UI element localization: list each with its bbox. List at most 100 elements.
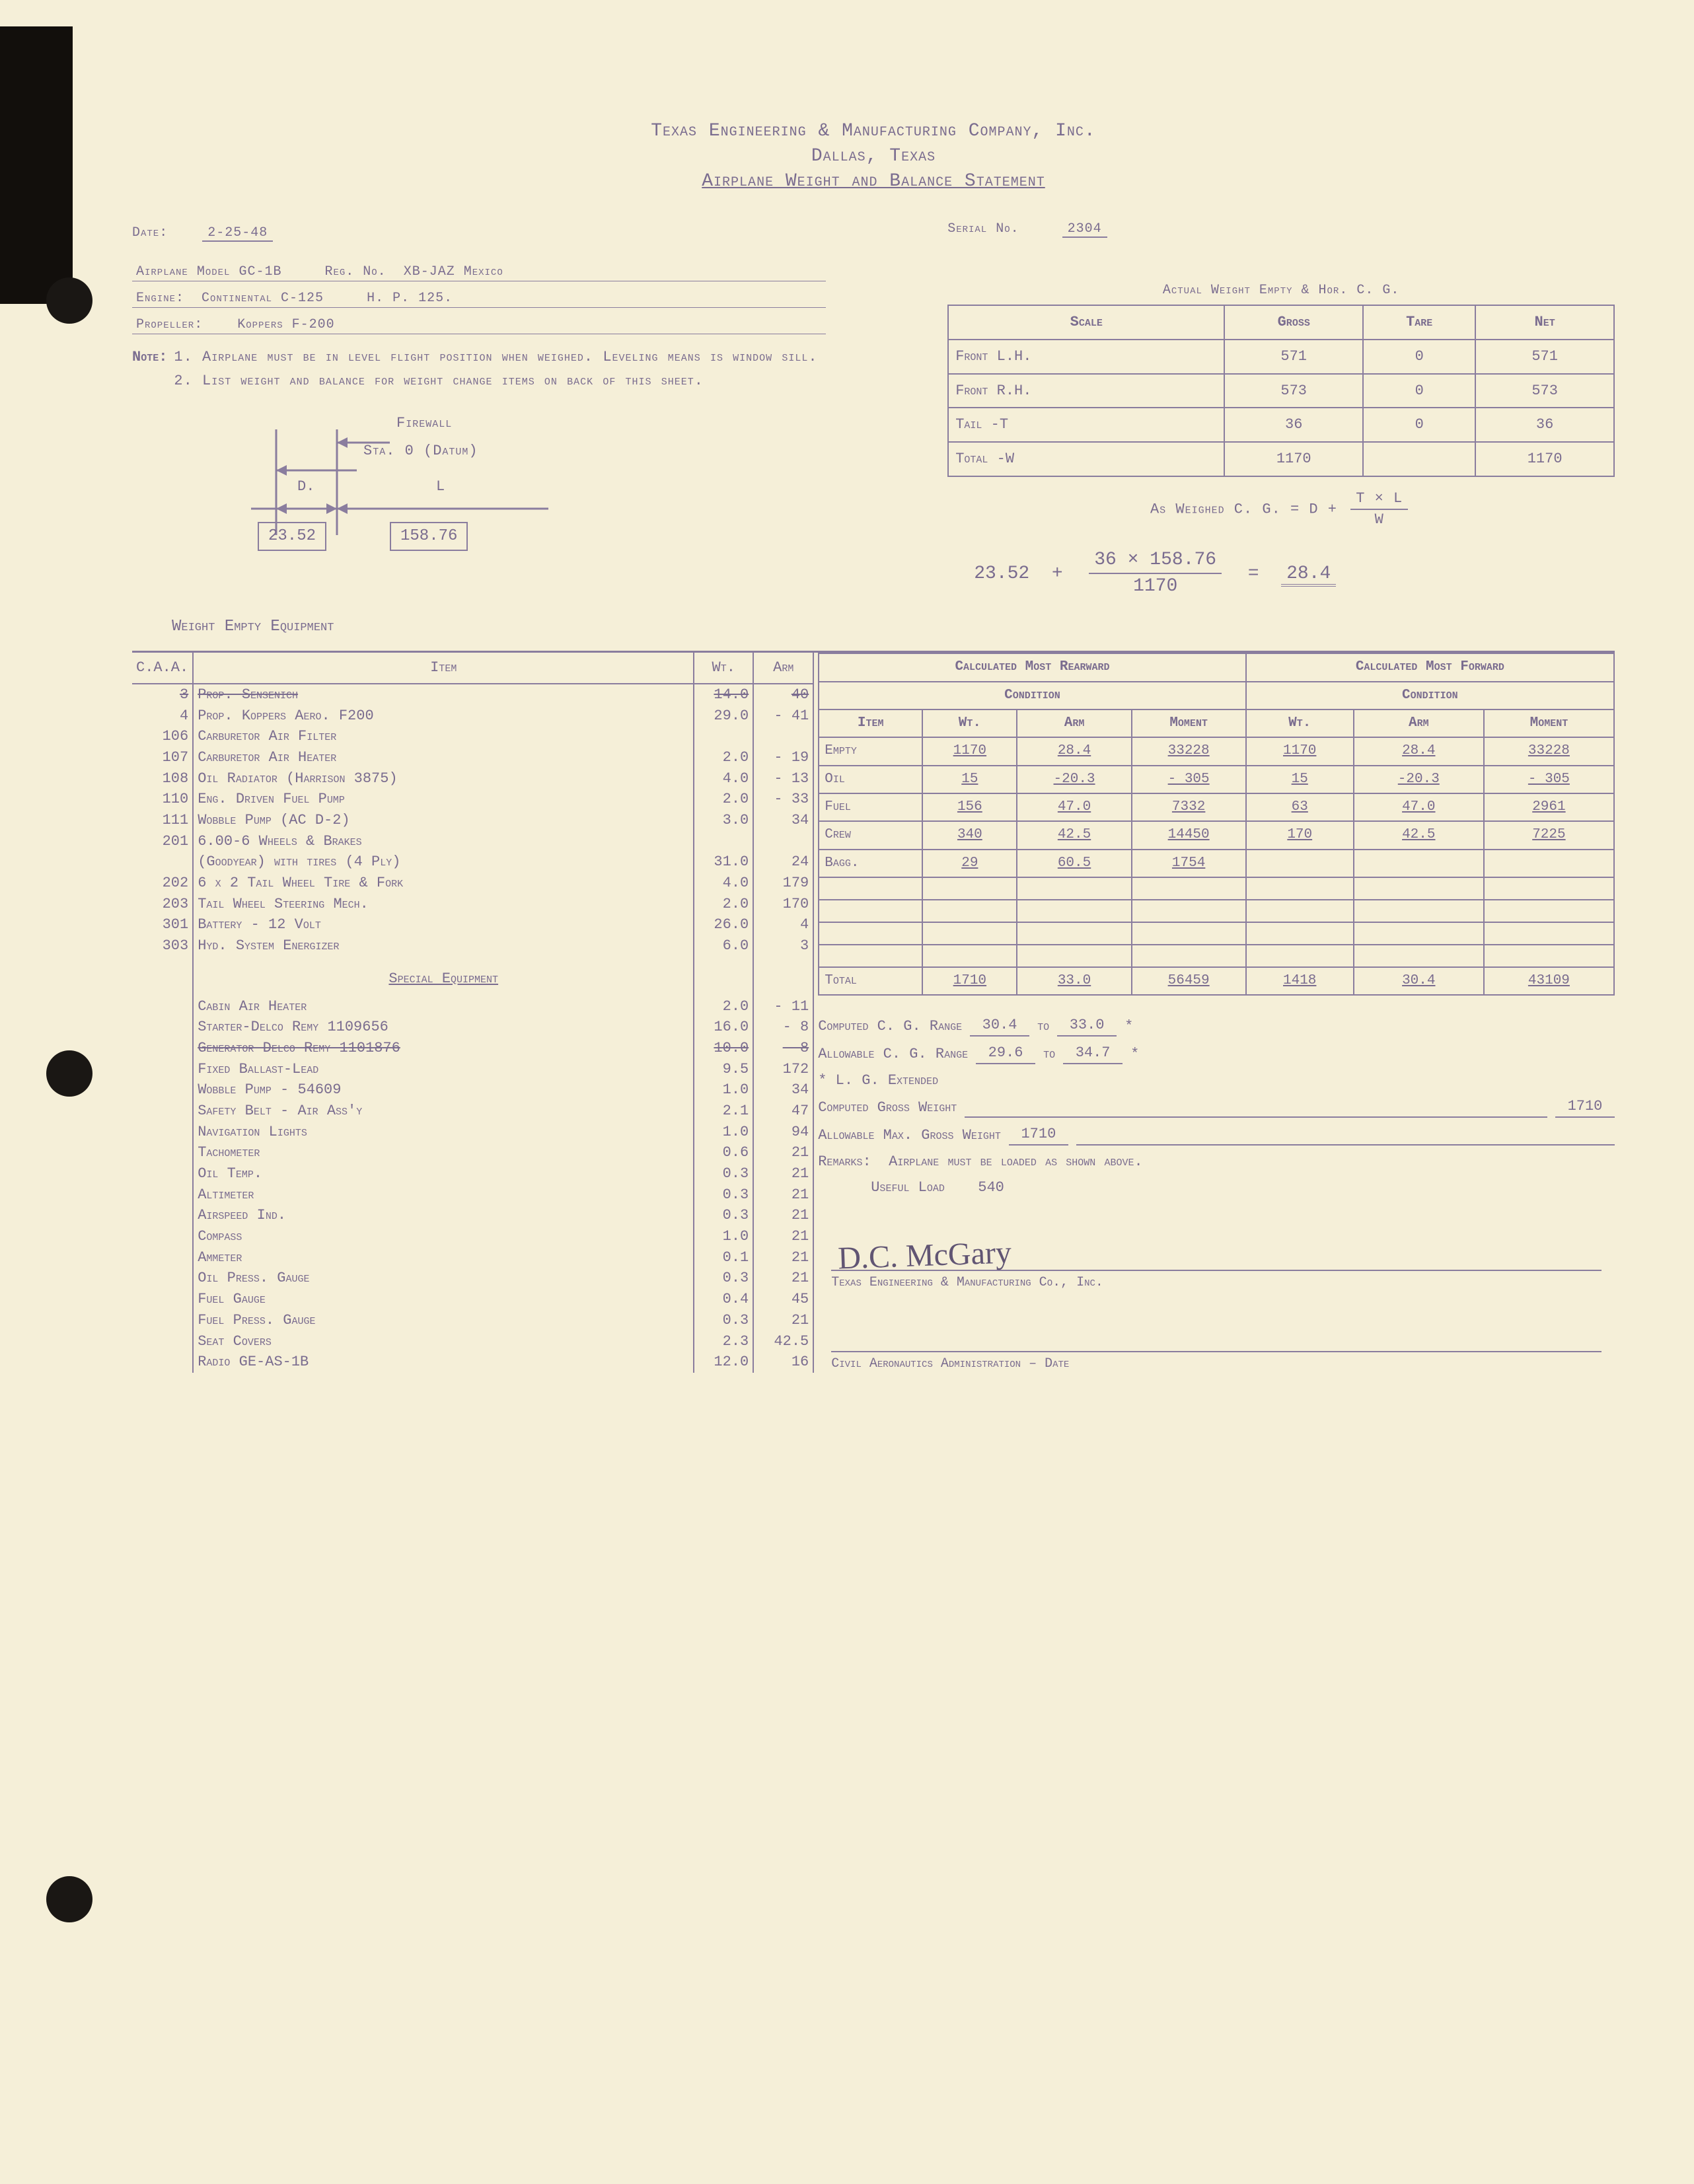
propeller-label: Propeller: [136, 317, 203, 332]
calc-rear-title: Calculated Most Rearward [819, 653, 1245, 681]
remarks-label: Remarks: [818, 1153, 871, 1170]
th-wt: Wt. [694, 653, 753, 684]
calc-num: 36 × 158.76 [1089, 548, 1222, 574]
lg-extended-note: * L. G. Extended [818, 1071, 938, 1091]
scan-edge [0, 26, 73, 304]
table-row: (Goodyear) with tires (4 Ply)31.024 [132, 852, 813, 873]
calculated-table: Calculated Most Rearward Calculated Most… [818, 653, 1615, 996]
model-label: Airplane Model [136, 264, 230, 279]
th-net: Net [1475, 305, 1614, 340]
company-city: Dallas, Texas [132, 144, 1615, 169]
calc-d: 23.52 [974, 564, 1029, 584]
punch-hole [46, 277, 92, 324]
table-row: 203Tail Wheel Steering Mech.2.0170 [132, 894, 813, 915]
diagram-d-label: D. [297, 477, 314, 497]
note-item-1: 1. Airplane must be in level flight posi… [174, 347, 817, 367]
table-row: Oil15-20.3- 30515-20.3- 305 [819, 766, 1614, 793]
asterisk: * [1130, 1044, 1139, 1064]
table-row: 111Wobble Pump (AC D-2)3.034 [132, 810, 813, 831]
computed-cg-from: 30.4 [970, 1015, 1029, 1037]
table-row: Front R.H.5730573 [948, 374, 1614, 408]
equipment-table: C.A.A. Item Wt. Arm 3Prop. Sensenich14.0… [132, 653, 813, 1373]
table-row: Front L.H.5710571 [948, 340, 1614, 374]
calc-eq: = [1248, 564, 1259, 584]
table-row: Total -W11701170 [948, 442, 1614, 476]
allowable-gw-label: Allowable Max. Gross Weight [818, 1126, 1001, 1146]
table-row: 2026 x 2 Tail Wheel Tire & Fork4.0179 [132, 873, 813, 894]
to-label: to [1037, 1017, 1049, 1037]
th-gross: Gross [1224, 305, 1363, 340]
th-tare: Tare [1363, 305, 1475, 340]
table-row: Seat Covers2.342.5 [132, 1331, 813, 1352]
equipment-heading: Weight Empty Equipment [172, 616, 1615, 637]
reg-value: XB-JAZ Mexico [404, 264, 503, 279]
table-row: Ammeter0.121 [132, 1247, 813, 1268]
table-row: Fuel15647.073326347.02961 [819, 793, 1614, 821]
date-label: Date: [132, 225, 168, 240]
calc-cond-rear: Condition [819, 682, 1245, 710]
propeller-value: Koppers F-200 [237, 317, 334, 332]
table-row: Bagg.2960.51754 [819, 850, 1614, 877]
diagram-l-value: 158.76 [390, 522, 468, 551]
punch-hole [46, 1876, 92, 1922]
reg-label: Reg. No. [324, 264, 386, 279]
table-row: 108Oil Radiator (Harrison 3875)4.0- 13 [132, 768, 813, 789]
remarks-text: Airplane must be loaded as shown above. [889, 1153, 1143, 1170]
datum-diagram: Firewall Sta. 0 (Datum) D. L 23.52 158.7… [205, 403, 575, 588]
table-row: Compass1.021 [132, 1226, 813, 1247]
asterisk: * [1124, 1017, 1133, 1037]
th-wt-f: Wt. [1246, 710, 1354, 737]
th-arm-r: Arm [1017, 710, 1131, 737]
formula-label: As Weighed C. G. = D + [1150, 501, 1337, 517]
table-row: 4Prop. Koppers Aero. F20029.0- 41 [132, 706, 813, 727]
allowable-cg-from: 29.6 [976, 1043, 1035, 1064]
date-value: 2-25-48 [202, 225, 273, 242]
allowable-cg-label: Allowable C. G. Range [818, 1044, 968, 1064]
computed-cg-to: 33.0 [1057, 1015, 1117, 1037]
actual-weight-table: Scale Gross Tare Net Front L.H.5710571 F… [947, 305, 1615, 476]
table-row: Generator-Delco Remy 110187610.0- 8 [132, 1038, 813, 1059]
table-row: Fuel Press. Gauge0.321 [132, 1310, 813, 1331]
th-mom-r: Moment [1132, 710, 1246, 737]
diagram-d-value: 23.52 [258, 522, 326, 551]
total-label: Total [819, 967, 922, 995]
table-row: 301Battery - 12 Volt26.04 [132, 914, 813, 935]
actual-weight-title: Actual Weight Empty & Hor. C. G. [947, 281, 1615, 299]
note-label: Note: [132, 347, 167, 390]
table-row: Cabin Air Heater2.0- 11 [132, 996, 813, 1017]
th-item: Item [193, 653, 694, 684]
table-row: Fixed Ballast-Lead9.5172 [132, 1059, 813, 1080]
engine-label: Engine: [136, 291, 184, 306]
calc-plus: + [1052, 564, 1063, 584]
computed-gw-label: Computed Gross Weight [818, 1098, 957, 1118]
table-row: Wobble Pump - 546091.034 [132, 1079, 813, 1101]
useful-load: 540 [978, 1178, 1004, 1198]
table-row: Crew34042.51445017042.57225 [819, 821, 1614, 849]
note-item-2: 2. List weight and balance for weight ch… [174, 371, 817, 391]
engine-value: Continental C-125 [202, 291, 324, 306]
th-item: Item [819, 710, 922, 737]
hp-label: H. P. [367, 291, 410, 306]
table-row: 106Carburetor Air Filter [132, 726, 813, 747]
formula-denominator: W [1350, 510, 1408, 530]
allowable-cg-to: 34.7 [1063, 1043, 1123, 1064]
computed-gw: 1710 [1555, 1097, 1615, 1118]
serial-label: Serial No. [947, 221, 1019, 237]
table-row: 107Carburetor Air Heater2.0- 19 [132, 747, 813, 768]
allowable-gw: 1710 [1009, 1124, 1068, 1146]
th-mom-f: Moment [1484, 710, 1614, 737]
table-row: Safety Belt - Air Ass'y2.147 [132, 1101, 813, 1122]
table-row: Oil Press. Gauge0.321 [132, 1268, 813, 1289]
th-arm-f: Arm [1354, 710, 1484, 737]
diagram-firewall-label: Firewall [396, 414, 452, 433]
table-row: Tachometer0.621 [132, 1142, 813, 1163]
table-row: Tail -T36036 [948, 408, 1614, 442]
table-row: 110Eng. Driven Fuel Pump2.0- 33 [132, 789, 813, 810]
table-row: Oil Temp.0.321 [132, 1163, 813, 1184]
calc-fwd-title: Calculated Most Forward [1246, 653, 1614, 681]
table-row: 303Hyd. System Energizer6.03 [132, 935, 813, 957]
table-row: Airspeed Ind.0.321 [132, 1205, 813, 1226]
punch-hole [46, 1050, 92, 1097]
serial-value: 2304 [1062, 221, 1107, 238]
special-equipment-heading: Special Equipment [198, 957, 689, 996]
